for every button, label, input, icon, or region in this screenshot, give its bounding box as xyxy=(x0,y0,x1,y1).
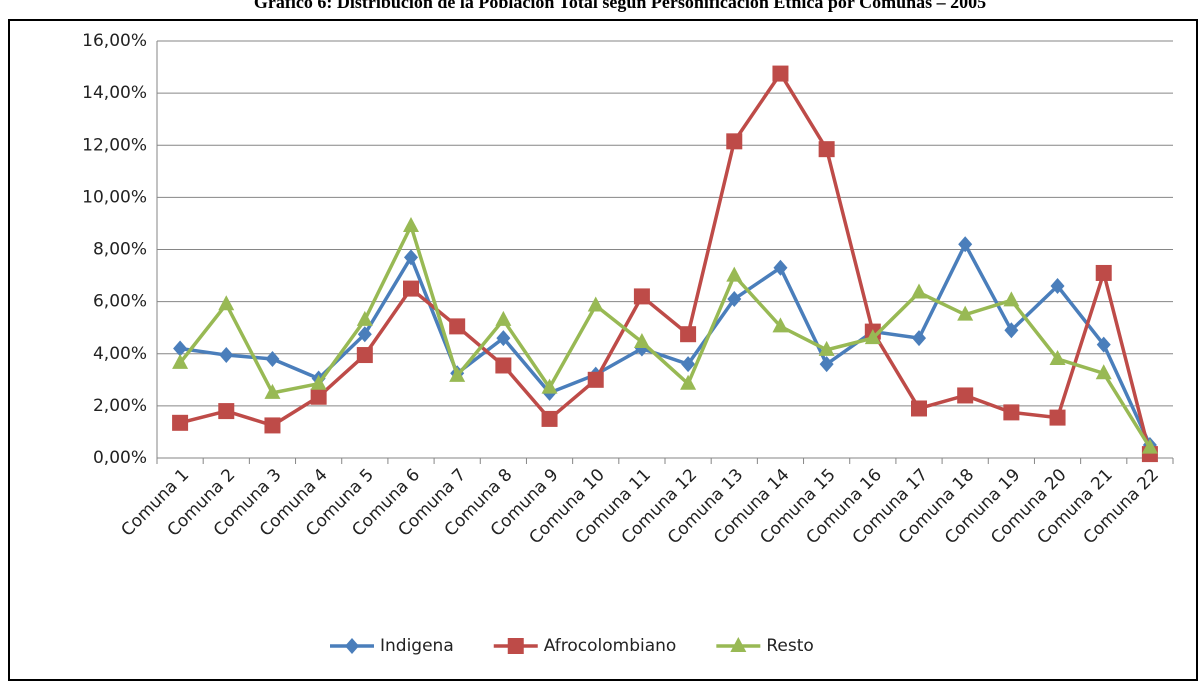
marker xyxy=(495,310,512,326)
chart-title: Gráfico 6: Distribución de la Población … xyxy=(254,0,986,12)
marker xyxy=(1049,349,1066,365)
marker xyxy=(633,288,650,305)
marker xyxy=(218,403,235,420)
marker xyxy=(818,340,835,356)
marker xyxy=(1096,336,1111,353)
marker xyxy=(1049,409,1066,426)
marker xyxy=(1003,291,1020,307)
series-line xyxy=(179,240,1152,446)
y-tick-label: 0,00% xyxy=(93,448,147,468)
marker xyxy=(1003,404,1020,421)
marker xyxy=(680,326,697,343)
marker xyxy=(1141,438,1158,454)
marker xyxy=(310,374,327,390)
marker xyxy=(680,374,697,390)
marker xyxy=(1050,277,1065,294)
marker xyxy=(864,329,881,345)
y-tick-label: 4,00% xyxy=(93,344,147,364)
marker xyxy=(957,305,974,321)
legend-label: Afrocolombiano xyxy=(544,636,677,656)
marker xyxy=(726,266,743,282)
marker xyxy=(264,383,281,399)
marker xyxy=(449,366,466,382)
marker xyxy=(911,400,927,417)
y-tick-label: 6,00% xyxy=(93,292,147,312)
legend-label: Resto xyxy=(766,636,813,656)
marker xyxy=(357,326,372,343)
marker xyxy=(541,378,558,394)
y-tick-label: 10,00% xyxy=(82,187,147,207)
y-tick-label: 14,00% xyxy=(82,83,147,103)
marker xyxy=(173,340,188,357)
marker xyxy=(218,295,235,311)
marker xyxy=(172,353,189,369)
marker xyxy=(819,356,834,373)
y-tick-label: 12,00% xyxy=(82,135,147,155)
marker xyxy=(727,291,742,308)
legend-marker xyxy=(345,638,359,654)
legend-marker xyxy=(730,637,747,652)
marker xyxy=(403,217,419,233)
marker xyxy=(587,371,604,388)
marker xyxy=(541,410,558,427)
marker xyxy=(1095,364,1112,380)
series-line xyxy=(179,70,1152,455)
marker xyxy=(172,414,189,431)
marker xyxy=(1095,264,1112,281)
marker xyxy=(495,357,512,374)
marker xyxy=(773,259,788,276)
y-tick-label: 2,00% xyxy=(93,396,147,416)
y-tick-label: 8,00% xyxy=(93,240,147,260)
marker xyxy=(356,347,373,364)
y-tick-label: 16,00% xyxy=(82,31,147,51)
marker xyxy=(449,318,466,335)
marker xyxy=(587,296,604,312)
legend-marker xyxy=(507,638,524,654)
marker xyxy=(958,236,973,253)
marker xyxy=(726,133,743,150)
marker xyxy=(404,249,418,266)
marker xyxy=(911,283,927,299)
marker xyxy=(1004,322,1019,339)
marker xyxy=(818,141,835,158)
marker xyxy=(265,350,280,367)
marker xyxy=(264,417,281,434)
marker xyxy=(772,317,789,333)
marker xyxy=(496,330,511,347)
chart-frame xyxy=(8,19,1198,681)
series-line xyxy=(178,221,1152,449)
marker xyxy=(633,333,650,349)
marker xyxy=(957,387,974,404)
marker xyxy=(219,347,234,364)
marker xyxy=(681,356,696,373)
marker xyxy=(912,330,926,347)
marker xyxy=(772,65,789,82)
marker xyxy=(356,310,373,326)
marker xyxy=(310,388,327,405)
legend-label: Indigena xyxy=(380,636,454,656)
marker xyxy=(403,280,419,297)
